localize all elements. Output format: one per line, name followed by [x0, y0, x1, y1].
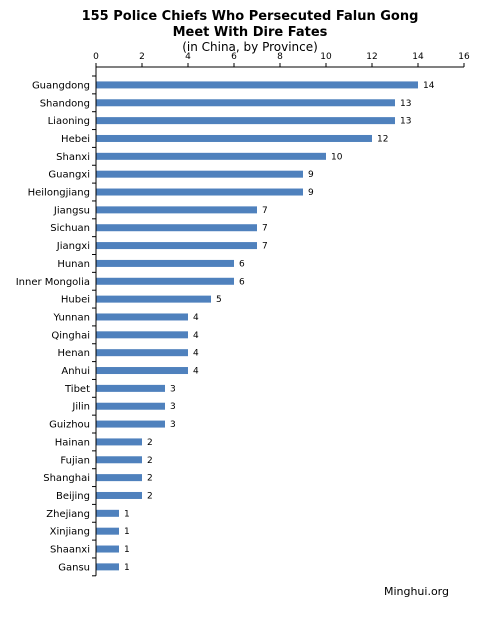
bar	[96, 259, 234, 267]
bar	[96, 474, 142, 482]
bar	[96, 99, 395, 107]
x-tick-label: 12	[366, 52, 377, 62]
category-label: Heilongjiang	[28, 188, 90, 199]
bar	[96, 117, 395, 125]
bar	[96, 313, 188, 321]
bar	[96, 277, 234, 285]
x-tick-label: 10	[320, 52, 332, 62]
x-tick-label: 8	[277, 52, 283, 62]
bar	[96, 367, 188, 375]
category-label: Shandong	[40, 98, 90, 109]
category-label: Hubei	[61, 295, 90, 306]
data-label: 3	[170, 402, 176, 412]
data-label: 10	[331, 152, 343, 162]
x-tick-label: 2	[139, 52, 145, 62]
data-label: 4	[193, 367, 199, 377]
category-label: Shanxi	[56, 152, 90, 163]
category-label: Sichuan	[50, 223, 90, 234]
data-label: 12	[377, 134, 388, 144]
data-label: 13	[400, 117, 411, 127]
bar	[96, 152, 326, 160]
bar	[96, 491, 142, 499]
chart-subtitle: (in China, by Province)	[182, 40, 318, 54]
bar	[96, 420, 165, 428]
bar	[96, 527, 119, 535]
chart-title-line-1: 155 Police Chiefs Who Persecuted Falun G…	[81, 9, 419, 24]
data-label: 7	[262, 242, 268, 252]
data-label: 1	[124, 563, 130, 573]
bar	[96, 170, 303, 178]
data-label: 2	[147, 438, 153, 448]
bar	[96, 224, 257, 232]
category-label: Jilin	[71, 402, 90, 413]
bar	[96, 242, 257, 250]
bar	[96, 402, 165, 410]
bar	[96, 563, 119, 571]
category-label: Fujian	[60, 455, 90, 466]
bar	[96, 134, 372, 142]
data-label: 1	[124, 527, 130, 537]
data-label: 7	[262, 224, 268, 234]
bar	[96, 331, 188, 339]
data-label: 7	[262, 206, 268, 216]
data-label: 4	[193, 331, 199, 341]
category-label: Hainan	[55, 437, 90, 448]
data-label: 6	[239, 259, 245, 269]
data-label: 2	[147, 491, 153, 501]
bar	[96, 206, 257, 214]
bar	[96, 349, 188, 357]
data-label: 3	[170, 420, 176, 430]
data-label: 2	[147, 474, 153, 484]
x-tick-label: 4	[185, 52, 191, 62]
category-label: Hebei	[61, 134, 90, 145]
bar	[96, 509, 119, 517]
category-label: Henan	[58, 348, 90, 359]
category-label: Inner Mongolia	[16, 277, 90, 288]
data-label: 5	[216, 295, 222, 305]
data-label: 9	[308, 188, 314, 198]
bar	[96, 438, 142, 446]
data-label: 13	[400, 99, 411, 109]
category-label: Tibet	[64, 384, 90, 395]
data-label: 4	[193, 349, 199, 359]
source-credit: Minghui.org	[383, 585, 449, 598]
category-label: Jiangxi	[56, 241, 90, 252]
x-tick-label: 14	[412, 52, 424, 62]
category-label: Beijing	[56, 491, 90, 502]
category-label: Hunan	[57, 259, 90, 270]
bar	[96, 295, 211, 303]
category-label: Zhejiang	[46, 509, 90, 520]
data-label: 1	[124, 509, 130, 519]
bar	[96, 384, 165, 392]
data-label: 9	[308, 170, 314, 180]
data-label: 2	[147, 456, 153, 466]
bar	[96, 188, 303, 196]
bar	[96, 545, 119, 553]
x-tick-label: 6	[231, 52, 237, 62]
data-label: 14	[423, 81, 435, 91]
category-label: Guangxi	[48, 170, 90, 181]
category-label: Anhui	[61, 366, 90, 377]
bar	[96, 456, 142, 464]
chart-title-line-2: Meet With Dire Fates	[172, 25, 328, 40]
x-tick-label: 16	[458, 52, 470, 62]
category-label: Yunnan	[53, 312, 90, 323]
category-label: Jiangsu	[53, 205, 90, 216]
category-label: Shaanxi	[50, 545, 90, 556]
category-label: Xinjiang	[50, 527, 90, 538]
category-label: Gansu	[58, 562, 90, 573]
data-label: 6	[239, 277, 245, 287]
category-label: Guizhou	[49, 420, 90, 431]
category-label: Liaoning	[48, 116, 90, 127]
bar	[96, 81, 418, 89]
category-label: Shanghai	[43, 473, 90, 484]
data-label: 3	[170, 384, 176, 394]
category-label: Qinghai	[51, 330, 90, 341]
data-label: 1	[124, 545, 130, 555]
x-tick-label: 0	[93, 52, 99, 62]
data-label: 4	[193, 313, 199, 323]
category-label: Guangdong	[32, 80, 90, 91]
